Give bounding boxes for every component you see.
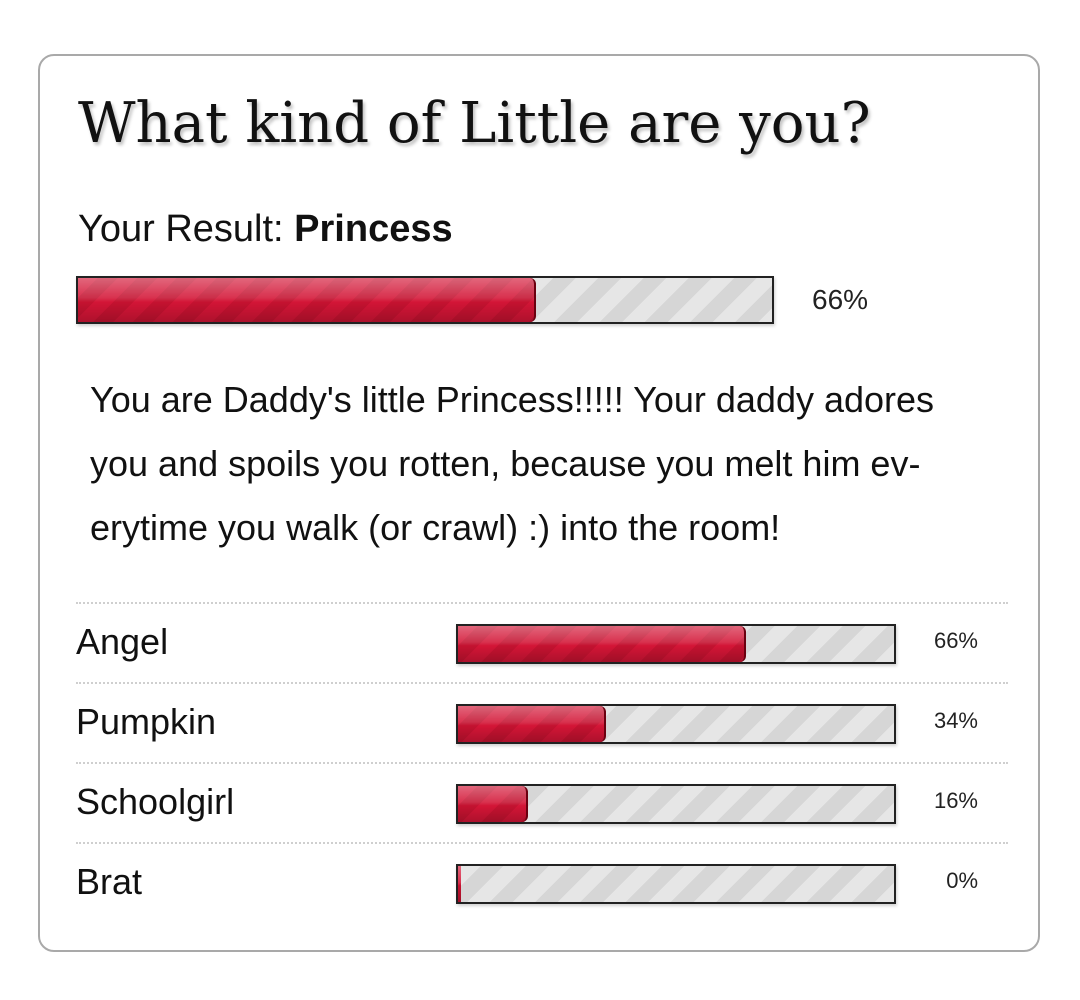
result-line: Your Result: Princess [78,206,453,252]
score-row-schoolgirl: Schoolgirl 16% [76,762,1008,842]
result-progress-bar [76,276,774,324]
score-bar-fill [458,866,461,902]
score-percent: 16% [933,788,978,813]
score-bar-fill [458,626,746,662]
quiz-result-card: What kind of Little are you? Your Result… [38,54,1040,952]
score-percent: 66% [933,628,978,653]
result-name: Princess [294,208,453,250]
score-label: Schoolgirl [76,781,235,822]
score-row-brat: Brat 0% [76,842,1008,922]
score-bar [456,624,896,664]
score-row-angel: Angel 66% [76,602,1008,682]
score-label: Pumpkin [76,701,217,742]
score-label: Brat [76,861,143,902]
result-progress-fill [78,278,537,322]
result-description: You are Daddy's little Princess!!!!! You… [90,379,935,548]
quiz-title: What kind of Little are you? [78,91,871,156]
score-percent: 0% [946,868,978,893]
score-bar-fill [458,706,607,742]
score-bar [456,784,896,824]
score-bar-fill [458,786,528,822]
score-breakdown: Angel 66% Pumpkin 34% Schoolgirl 16% Bra… [76,602,1008,922]
result-prefix: Your Result: [78,208,295,250]
score-bar [456,704,896,744]
score-label: Angel [76,621,169,662]
score-row-pumpkin: Pumpkin 34% [76,682,1008,762]
result-percent: 66% [812,284,869,315]
score-percent: 34% [933,708,978,733]
score-bar [456,864,896,904]
